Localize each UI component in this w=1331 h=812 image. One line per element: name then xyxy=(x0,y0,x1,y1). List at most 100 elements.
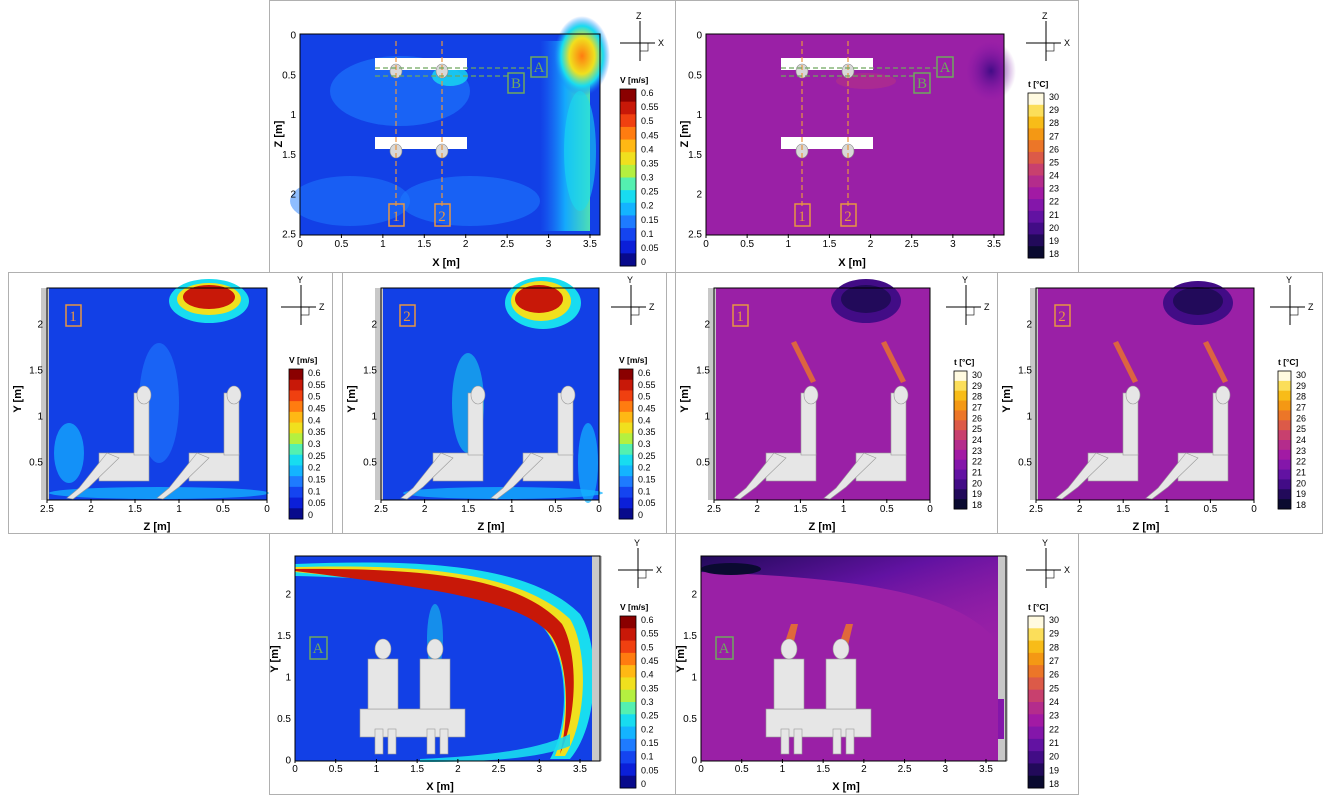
chart-top-left: 1 2 A B 0 0.5 1 1.5 2 2.5 3 3.5 0 0.5 1 1.5 2 2.5 X … xyxy=(273,11,664,269)
x-tick-label: 2.5 xyxy=(898,764,912,775)
manikin-seats xyxy=(733,385,909,500)
y-axis-label: Y [m] xyxy=(1001,385,1013,413)
colorbar-swatch xyxy=(620,253,636,267)
colorbar-swatch xyxy=(619,369,633,381)
x-tick-label: 3 xyxy=(943,764,949,775)
colorbar-tick-label: 22 xyxy=(1049,197,1059,207)
y-ticks: 0 0.5 1 1.5 2 xyxy=(277,590,291,767)
colorbar-swatch xyxy=(620,738,636,752)
axis-triad: ZY xyxy=(611,275,655,325)
x-tick-label: 0.5 xyxy=(548,504,562,515)
y-tick-label: 1 xyxy=(371,412,377,423)
marker-A: A xyxy=(936,56,954,78)
y-tick-label: 1 xyxy=(691,673,697,684)
axis-triad: XY xyxy=(618,538,662,588)
y-tick-label: 1.5 xyxy=(282,150,296,161)
colorbar-tick-label: 25 xyxy=(1296,424,1306,434)
colorbar-swatch xyxy=(1028,104,1044,118)
colorbar-tick-label: 0.45 xyxy=(641,130,659,140)
chart-mid-3: 1 2.5 2 1.5 1 0.5 0 0.5 1 1.5 2 Z [m] Y [m] t [°… xyxy=(679,275,990,533)
colorbar-swatch xyxy=(1028,677,1044,691)
y-tick-label: 1.5 xyxy=(363,366,377,377)
y-tick-label: 1 xyxy=(285,673,291,684)
colorbar-tick-label: 0 xyxy=(638,510,643,520)
colorbar: t [°C]30 29 28 27 26 25 24 23 22 21 20 19 18 xyxy=(1027,602,1059,789)
y-tick-label: 2 xyxy=(691,590,697,601)
y-tick-label: 0 xyxy=(696,31,702,42)
y-tick-label: 0.5 xyxy=(683,714,697,725)
colorbar-swatch xyxy=(954,459,967,471)
colorbar-swatch xyxy=(620,228,636,242)
colorbar-tick-label: 0.05 xyxy=(641,243,659,253)
x-tick-label: 1 xyxy=(786,239,792,250)
triad-h-label: X xyxy=(1064,38,1070,48)
svg-text:1: 1 xyxy=(798,209,806,225)
colorbar-swatch xyxy=(620,763,636,777)
colorbar-swatch xyxy=(1278,489,1291,500)
x-tick-label: 1 xyxy=(176,504,182,515)
colorbar-tick-label: 30 xyxy=(1049,92,1059,102)
colorbar-tick-label: 19 xyxy=(1049,765,1059,775)
panel-bottom-right: A 0 0.5 1 1.5 2 2.5 3 3.5 0 0.5 1 1.5 2 X [m] Y [m]… xyxy=(675,533,1079,795)
y-tick-label: 1.5 xyxy=(277,631,291,642)
x-ticks: 2.5 2 1.5 1 0.5 0 xyxy=(40,499,270,515)
colorbar-swatch xyxy=(619,422,633,434)
x-ticks: 0 0.5 1 1.5 2 2.5 3 3.5 xyxy=(698,759,993,775)
colorbar-tick-label: 29 xyxy=(1049,105,1059,115)
colorbar-tick-label: 0.25 xyxy=(641,187,659,197)
triad-v-label: Z xyxy=(1042,11,1048,21)
colorbar-tick-label: 0.05 xyxy=(641,765,659,775)
colorbar-tick-label: 0.3 xyxy=(641,697,654,707)
colorbar-tick-label: 24 xyxy=(972,435,982,445)
x-tick-label: 1 xyxy=(509,504,515,515)
colorbar-tick-label: 0.25 xyxy=(641,711,659,721)
triad-h-label: Z xyxy=(1308,302,1314,312)
colorbar-tick-label: 18 xyxy=(1296,500,1306,510)
colorbar-swatch xyxy=(1028,702,1044,715)
colorbar-tick-label: 0.45 xyxy=(308,404,326,414)
marker-A: A xyxy=(309,636,328,660)
marker-1: 1 xyxy=(388,203,405,227)
chart-bottom-right: A 0 0.5 1 1.5 2 2.5 3 3.5 0 0.5 1 1.5 2 X [m] Y [m]… xyxy=(675,538,1070,793)
colorbar-title: t [°C] xyxy=(954,357,975,367)
colorbar-tick-label: 0.1 xyxy=(638,486,651,496)
colorbar-tick-label: 0.55 xyxy=(641,629,659,639)
x-tick-label: 0.5 xyxy=(740,239,754,250)
y-tick-label: 2 xyxy=(371,320,377,331)
colorbar-swatch xyxy=(1028,222,1044,235)
y-tick-label: 1.5 xyxy=(688,150,702,161)
y-tick-label: 2 xyxy=(1026,320,1032,331)
marker-2: 2 xyxy=(399,304,416,327)
colorbar-swatch xyxy=(289,390,303,402)
colorbar-swatch xyxy=(620,177,636,191)
marker-1: 1 xyxy=(732,304,749,327)
colorbar-tick-label: 21 xyxy=(1049,738,1059,748)
colorbar-swatch xyxy=(289,422,303,434)
x-tick-label: 2.5 xyxy=(374,504,388,515)
colorbar-swatch xyxy=(620,202,636,216)
colorbar-swatch xyxy=(619,497,633,509)
triad-box xyxy=(300,306,310,316)
x-tick-label: 1.5 xyxy=(822,239,836,250)
colorbar-tick-label: 0.4 xyxy=(638,415,651,425)
colorbar-tick-label: 0.1 xyxy=(641,229,654,239)
x-axis-label: X [m] xyxy=(832,781,860,793)
colorbar-swatch xyxy=(620,164,636,178)
colorbar-swatch xyxy=(620,652,636,666)
x-ticks: 2.5 2 1.5 1 0.5 0 xyxy=(707,499,933,515)
colorbar-swatch xyxy=(954,440,967,451)
x-tick-label: 0.5 xyxy=(216,504,230,515)
colorbar-swatch xyxy=(619,476,633,488)
colorbar-tick-label: 0.1 xyxy=(308,486,321,496)
colorbar-swatch xyxy=(620,89,636,103)
colorbar-tick-label: 20 xyxy=(1049,223,1059,233)
triad-v-label: Y xyxy=(297,275,303,285)
colorbar-tick-label: 0.2 xyxy=(308,463,321,473)
colorbar-swatch xyxy=(620,775,636,789)
colorbar-tick-label: 29 xyxy=(972,381,982,391)
colorbar-tick-label: 29 xyxy=(1049,629,1059,639)
colorbar-frame xyxy=(953,370,968,510)
colorbar-tick-label: 24 xyxy=(1296,435,1306,445)
svg-text:2: 2 xyxy=(403,309,411,325)
x-ticks: 0 0.5 1 1.5 2 2.5 3 3.5 xyxy=(297,234,597,250)
